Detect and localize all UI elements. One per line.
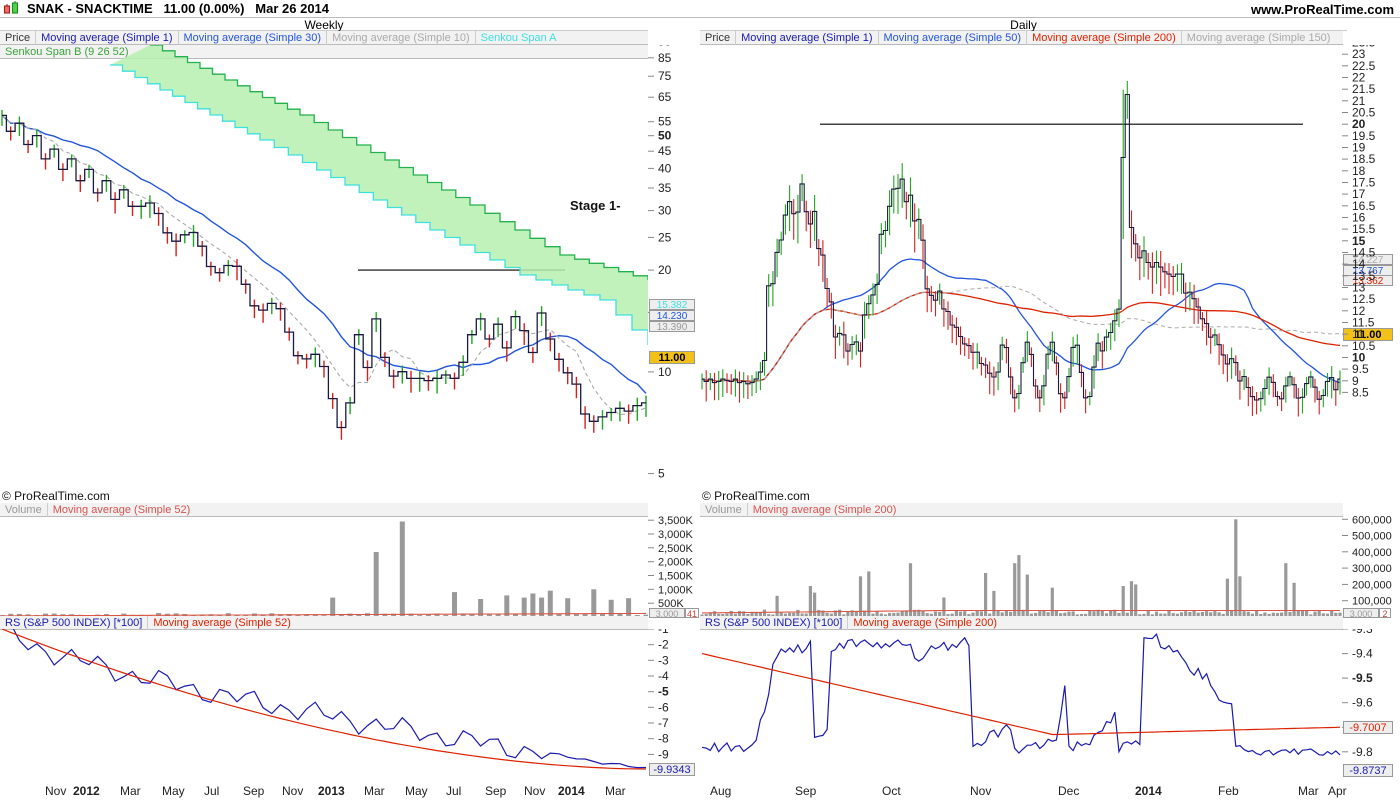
svg-text:1,000K: 1,000K — [658, 584, 694, 596]
svg-text:500K: 500K — [658, 598, 684, 610]
svg-text:20: 20 — [658, 263, 672, 277]
svg-text:300,000: 300,000 — [1352, 563, 1392, 575]
svg-text:45: 45 — [658, 144, 672, 158]
svg-text:25: 25 — [658, 230, 672, 244]
svg-text:50: 50 — [658, 129, 672, 143]
svg-text:400,000: 400,000 — [1352, 547, 1392, 559]
svg-text:-1: -1 — [658, 629, 669, 636]
svg-text:65: 65 — [658, 90, 672, 104]
svg-text:3,000K: 3,000K — [658, 529, 694, 541]
svg-text:55: 55 — [658, 115, 672, 129]
svg-text:1,500K: 1,500K — [658, 571, 694, 583]
svg-text:75: 75 — [658, 69, 672, 83]
svg-text:-4: -4 — [658, 669, 669, 683]
svg-text:95: 95 — [658, 45, 672, 49]
svg-text:500,000: 500,000 — [1352, 531, 1392, 543]
svg-text:-9.4: -9.4 — [1352, 647, 1373, 661]
svg-text:40: 40 — [658, 161, 672, 175]
svg-text:200,000: 200,000 — [1352, 579, 1392, 591]
svg-text:-8: -8 — [658, 732, 669, 746]
svg-text:85: 85 — [658, 51, 672, 65]
svg-text:10: 10 — [658, 365, 672, 379]
svg-text:-9: -9 — [658, 747, 669, 761]
svg-text:2,500K: 2,500K — [658, 543, 694, 555]
svg-text:600,000: 600,000 — [1352, 516, 1392, 526]
svg-text:35: 35 — [658, 181, 672, 195]
svg-text:-2: -2 — [658, 638, 669, 652]
svg-text:-9.3: -9.3 — [1352, 629, 1373, 636]
svg-text:3,500K: 3,500K — [658, 516, 694, 527]
svg-text:-5: -5 — [658, 685, 669, 699]
svg-text:8.5: 8.5 — [1352, 385, 1369, 399]
svg-text:-9.8: -9.8 — [1352, 745, 1373, 759]
svg-text:-7: -7 — [658, 716, 669, 730]
svg-text:5: 5 — [658, 467, 665, 481]
svg-text:-9.5: -9.5 — [1352, 671, 1373, 685]
svg-text:30: 30 — [658, 204, 672, 218]
svg-text:100,000: 100,000 — [1352, 596, 1392, 608]
svg-text:-9.6: -9.6 — [1352, 696, 1373, 710]
svg-text:-3: -3 — [658, 653, 669, 667]
svg-text:2,000K: 2,000K — [658, 557, 694, 569]
svg-text:-6: -6 — [658, 700, 669, 714]
